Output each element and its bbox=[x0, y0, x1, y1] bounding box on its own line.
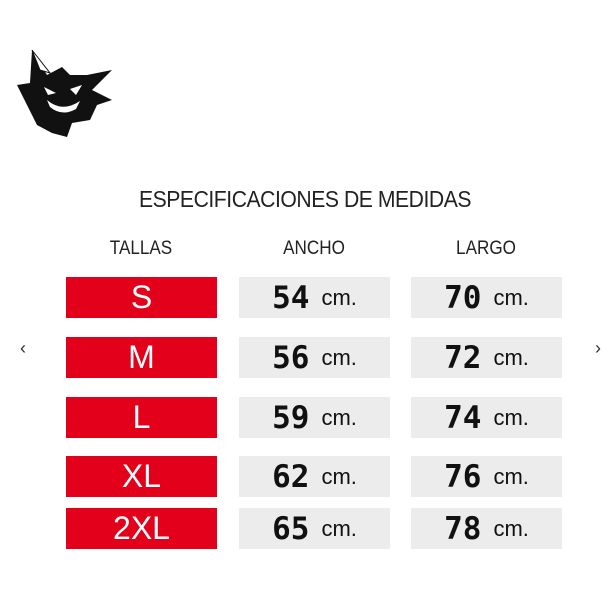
size-cell: S bbox=[66, 277, 217, 318]
ancho-value: 65 bbox=[272, 510, 310, 547]
unit-label: cm. bbox=[493, 463, 529, 489]
next-arrow-icon[interactable]: › bbox=[595, 338, 601, 358]
size-cell: M bbox=[66, 337, 217, 378]
ancho-cell: 65 cm. bbox=[239, 508, 390, 549]
unit-label: cm. bbox=[321, 284, 357, 310]
unit-label: cm. bbox=[321, 515, 357, 541]
ancho-cell: 62 cm. bbox=[239, 456, 390, 497]
largo-cell: 74 cm. bbox=[411, 397, 562, 438]
largo-cell: 70 cm. bbox=[411, 277, 562, 318]
header-tallas: TALLAS bbox=[109, 238, 173, 259]
largo-cell: 78 cm. bbox=[411, 508, 562, 549]
largo-cell: 76 cm. bbox=[411, 456, 562, 497]
page-title: ESPECIFICACIONES DE MEDIDAS bbox=[138, 186, 472, 212]
size-cell: L bbox=[66, 397, 217, 438]
unit-label: cm. bbox=[321, 463, 357, 489]
ghost-logo-icon bbox=[17, 49, 112, 137]
ancho-value: 59 bbox=[272, 399, 310, 436]
ancho-cell: 56 cm. bbox=[239, 337, 390, 378]
unit-label: cm. bbox=[321, 344, 357, 370]
largo-value: 74 bbox=[444, 399, 482, 436]
largo-value: 72 bbox=[444, 339, 482, 376]
ancho-value: 62 bbox=[272, 458, 310, 495]
unit-label: cm. bbox=[493, 284, 529, 310]
unit-label: cm. bbox=[321, 404, 357, 430]
header-largo: LARGO bbox=[456, 238, 516, 259]
largo-value: 70 bbox=[444, 279, 482, 316]
header-ancho: ANCHO bbox=[283, 238, 345, 259]
unit-label: cm. bbox=[493, 344, 529, 370]
size-label: L bbox=[132, 399, 151, 435]
ancho-cell: 59 cm. bbox=[239, 397, 390, 438]
size-label: M bbox=[128, 339, 155, 375]
size-label: S bbox=[130, 279, 153, 315]
size-cell: XL bbox=[66, 456, 217, 497]
largo-cell: 72 cm. bbox=[411, 337, 562, 378]
unit-label: cm. bbox=[493, 404, 529, 430]
size-label: XL bbox=[121, 458, 162, 494]
size-cell: 2XL bbox=[66, 508, 217, 549]
ancho-value: 54 bbox=[272, 279, 310, 316]
largo-value: 78 bbox=[444, 510, 482, 547]
unit-label: cm. bbox=[493, 515, 529, 541]
ancho-cell: 54 cm. bbox=[239, 277, 390, 318]
size-label: 2XL bbox=[113, 510, 170, 546]
prev-arrow-icon[interactable]: ‹ bbox=[20, 338, 26, 358]
ancho-value: 56 bbox=[272, 339, 310, 376]
largo-value: 76 bbox=[444, 458, 482, 495]
